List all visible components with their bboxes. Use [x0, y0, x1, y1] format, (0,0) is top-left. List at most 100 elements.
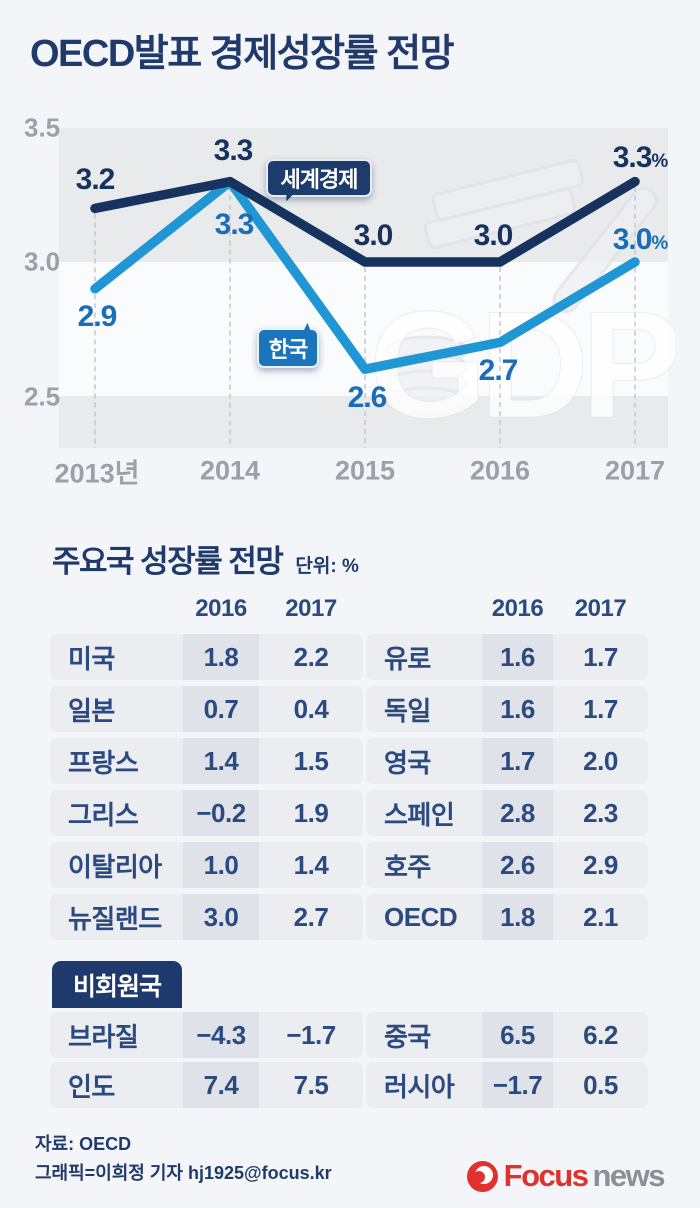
table-row: 인도 7.4 7.5	[50, 1062, 363, 1108]
country-cell: 독일	[384, 695, 431, 726]
country-cell: 중국	[384, 1021, 431, 1052]
value-2016-cell: 1.8	[183, 634, 259, 680]
table-row: 뉴질랜드 3.0 2.7	[50, 894, 363, 940]
point-label-한국: 3.0%	[612, 223, 669, 256]
point-label-한국: 2.6	[347, 381, 388, 415]
value-2016-cell: 1.7	[482, 738, 553, 784]
value-2017-cell: 1.5	[293, 745, 329, 776]
value-2016-cell: 6.5	[482, 1012, 553, 1058]
table-row: 중국 6.5 6.2	[366, 1012, 648, 1058]
value-2017-cell: 0.5	[583, 1069, 618, 1100]
logo-text-news: news	[592, 1158, 665, 1193]
col-header-spacer	[50, 594, 183, 624]
value-2016-cell: −4.3	[183, 1012, 259, 1058]
x-axis-tick: 2013년	[54, 458, 140, 489]
x-axis-tick: 2015	[334, 455, 396, 486]
col-header-2017: 2017	[574, 595, 627, 622]
series-badge-korea: 한국	[257, 328, 319, 368]
value-2017-cell: 1.7	[583, 693, 618, 724]
col-header-2016: 2016	[195, 595, 247, 622]
value-2016-cell: 1.0	[183, 842, 259, 888]
table-row: 브라질 −4.3 −1.7	[50, 1012, 363, 1058]
country-cell: 미국	[68, 643, 115, 674]
y-axis-tick: 2.5	[24, 381, 61, 412]
page-title: OECD발표 경제성장률 전망	[30, 33, 455, 75]
nonmember-table-right: 중국 6.5 6.2 러시아 −1.7 0.5	[366, 1012, 648, 1112]
y-axis-tick: 3.0	[24, 246, 61, 277]
x-axis-tick: 2014	[199, 455, 261, 486]
value-2016-cell: 7.4	[183, 1062, 259, 1108]
country-cell: 유로	[384, 643, 431, 674]
unit-label: 단위: %	[295, 556, 359, 577]
country-cell: 스페인	[384, 799, 455, 830]
point-label-한국: 2.9	[77, 299, 118, 333]
x-axis-tick: 2017	[604, 455, 666, 486]
value-2016-cell: 2.8	[482, 790, 553, 836]
table-row: 그리스 −0.2 1.9	[50, 790, 363, 836]
value-2016-cell: 3.0	[183, 894, 259, 940]
table-row: 유로 1.6 1.7	[366, 634, 648, 680]
country-cell: 이탈리아	[68, 851, 162, 882]
value-2017-cell: 7.5	[293, 1069, 329, 1100]
table-header-left: 2016 2017	[50, 594, 363, 624]
country-cell: 영국	[384, 747, 431, 778]
value-2017-cell: 2.0	[583, 745, 618, 776]
source-text: 자료: OECD	[35, 1134, 132, 1154]
credit-text: 그래픽=이희정 기자 hj1925@focus.kr	[35, 1163, 332, 1183]
value-2017-cell: 1.9	[293, 797, 329, 828]
country-cell: OECD	[384, 901, 458, 932]
series-badge-world-label: 세계경제	[280, 167, 359, 192]
chart-band-lower	[59, 396, 668, 448]
x-axis-tick: 2016	[469, 455, 531, 486]
col-header-spacer	[366, 594, 482, 624]
table-row: OECD 1.8 2.1	[366, 894, 648, 940]
value-2017-cell: 0.4	[293, 693, 329, 724]
point-label-세계경제: 3.2	[75, 163, 116, 197]
line-세계경제	[90, 176, 640, 267]
percent-suffix: %	[651, 150, 668, 172]
value-2017-cell: 2.7	[293, 901, 329, 932]
country-cell: 그리스	[68, 799, 139, 830]
country-cell: 인도	[68, 1071, 115, 1102]
country-cell: 호주	[384, 851, 431, 882]
value-2016-cell: 1.8	[482, 894, 553, 940]
point-label-세계경제: 3.0	[353, 219, 394, 252]
value-2016-cell: −0.2	[183, 790, 259, 836]
value-2016-cell: 1.6	[482, 686, 553, 732]
focusnews-logo: Focus news	[466, 1158, 665, 1194]
table-header-right: 2016 2017	[366, 594, 648, 624]
series-badge-world: 세계경제	[266, 159, 372, 197]
value-2017-cell: 2.1	[583, 901, 618, 932]
country-cell: 일본	[68, 695, 115, 726]
value-2016-cell: 1.4	[183, 738, 259, 784]
table-row: 스페인 2.8 2.3	[366, 790, 648, 836]
country-cell: 프랑스	[68, 747, 139, 778]
value-2016-cell: 2.6	[482, 842, 553, 888]
growth-table-left: 미국 1.8 2.2 일본 0.7 0.4 프랑스 1.4 1.5 그리스 −0.2 1.9 이…	[50, 634, 363, 946]
col-header-2017: 2017	[285, 595, 337, 622]
value-2017-cell: 2.3	[583, 797, 618, 828]
point-label-세계경제: 3.3	[213, 133, 254, 167]
point-label-한국: 2.7	[478, 354, 519, 388]
country-cell: 브라질	[68, 1021, 139, 1052]
series-badge-korea-label: 한국	[268, 337, 308, 362]
value-2017-cell: 2.9	[583, 849, 618, 880]
line-chart	[90, 176, 640, 448]
growth-table-right: 유로 1.6 1.7 독일 1.6 1.7 영국 1.7 2.0 스페인 2.8 2.3 호주 2…	[366, 634, 648, 946]
section-header: 주요국 성장률 전망 단위: %	[52, 536, 359, 581]
table-row: 러시아 −1.7 0.5	[366, 1062, 648, 1108]
point-label-세계경제: 3.3%	[612, 140, 669, 174]
percent-suffix: %	[651, 233, 668, 254]
line-한국	[90, 176, 640, 374]
focusnews-swirl-icon	[466, 1160, 498, 1192]
value-2016-cell: −1.7	[482, 1062, 553, 1108]
logo-text-focus: Focus	[503, 1158, 589, 1193]
table-row: 일본 0.7 0.4	[50, 686, 363, 732]
col-header-2016: 2016	[491, 595, 544, 622]
point-label-한국: 3.3	[214, 207, 255, 241]
nonmember-table-left: 브라질 −4.3 −1.7 인도 7.4 7.5	[50, 1012, 363, 1112]
value-2017-cell: 1.4	[293, 849, 329, 880]
value-2017-cell: 6.2	[583, 1019, 618, 1050]
value-2017-cell: 2.2	[293, 641, 329, 672]
